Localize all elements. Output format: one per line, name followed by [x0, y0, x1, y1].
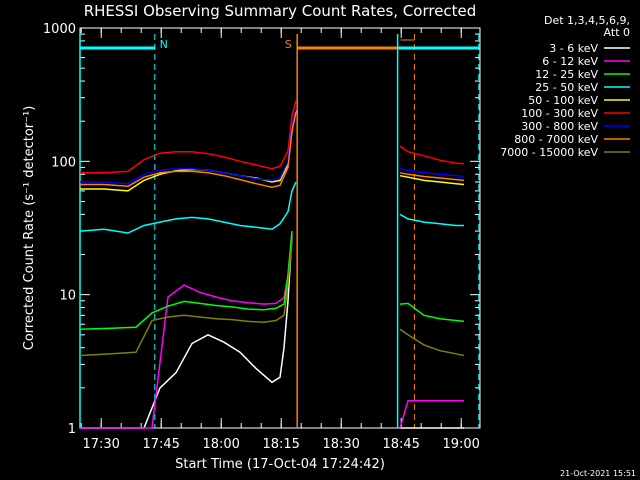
series-line-6 — [80, 108, 297, 185]
series-line-0 — [80, 234, 293, 429]
legend-label: 50 - 100 keV — [528, 94, 598, 107]
legend-label: 800 - 7000 keV — [514, 133, 598, 146]
y-tick-label: 1000 — [43, 22, 76, 37]
x-tick-label: 17:30 — [82, 437, 119, 452]
x-tick-label: 17:45 — [142, 437, 179, 452]
legend-label: 12 - 25 keV — [535, 68, 598, 81]
legend-header-line-2: Att 0 — [604, 26, 630, 39]
footer-timestamp: 21-Oct-2021 15:51 — [560, 469, 636, 478]
legend-label: 7000 - 15000 keV — [500, 146, 598, 159]
x-tick-label: 19:00 — [442, 437, 479, 452]
series-line-8 — [399, 328, 465, 357]
series-line-1 — [80, 234, 293, 429]
y-tick-label: 1 — [68, 422, 76, 437]
series-line-8 — [79, 241, 293, 357]
series-line-3 — [399, 213, 464, 227]
series-line-5 — [80, 100, 297, 174]
y-axis-label: Corrected Count Rate (s⁻¹ detector⁻¹) — [22, 106, 37, 351]
series-line-5 — [399, 145, 465, 165]
interval-label: S — [285, 38, 292, 51]
series-line-2 — [399, 302, 465, 323]
y-tick-label: 10 — [59, 289, 76, 304]
series-line-1 — [399, 400, 464, 429]
legend-label: 6 - 12 keV — [542, 55, 598, 68]
legend-label: 25 - 50 keV — [535, 81, 598, 94]
series-line-4 — [399, 174, 465, 186]
x-tick-label: 18:30 — [322, 437, 359, 452]
x-tick-label: 18:15 — [262, 437, 299, 452]
series-line-2 — [79, 231, 293, 331]
y-tick-label: 100 — [51, 155, 76, 170]
legend-header-line-1: Det 1,3,4,5,6,9, — [544, 14, 630, 27]
series-line-3 — [79, 181, 297, 234]
legend-label: 300 - 800 keV — [521, 120, 598, 133]
series-line-6 — [399, 167, 465, 178]
legend-label: 3 - 6 keV — [549, 42, 598, 55]
x-tick-label: 18:00 — [202, 437, 239, 452]
interval-label: N — [160, 38, 168, 51]
series-line-7 — [399, 172, 465, 182]
plot-area: 1 10 100 1000 17:30 17:45 18:00 18:15 18:30 18:45… — [43, 22, 481, 452]
x-tick-label: 18:45 — [382, 437, 419, 452]
chart-title: RHESSI Observing Summary Count Rates, Co… — [84, 2, 477, 20]
series-line-7 — [80, 111, 297, 188]
legend-label: 100 - 300 keV — [521, 107, 598, 120]
x-axis-label: Start Time (17-Oct-04 17:24:42) — [175, 457, 385, 472]
